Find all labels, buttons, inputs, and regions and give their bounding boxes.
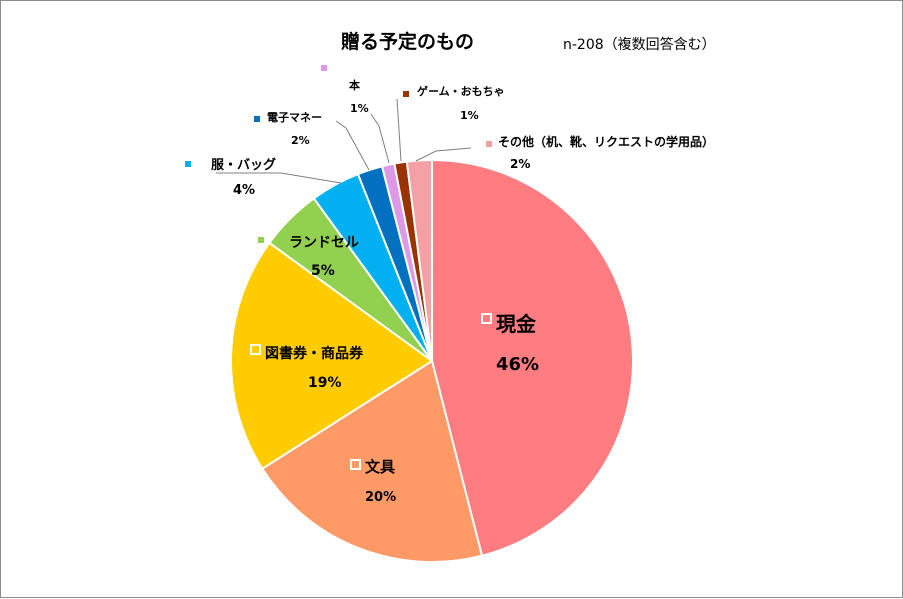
slice-1-marker (481, 313, 492, 324)
slice-9-leader-line (415, 147, 472, 162)
slice-8-name-label: ゲーム・おもちゃ (417, 84, 505, 98)
slice-1-wedge (431, 158, 635, 557)
sample-note: n-208（複数回答含む） (563, 36, 716, 53)
slice-5-leader-line (216, 172, 342, 184)
slice-9-percent-label: 2% (510, 157, 530, 171)
slice-9-wedge (405, 158, 433, 362)
slice-3-percent-label: 19% (308, 375, 342, 391)
slice-5-name-label: 服・バッグ (211, 157, 276, 173)
slice-6-name-label: 電子マネー (267, 111, 322, 124)
slice-4-percent-label: 5% (311, 263, 335, 279)
slice-6-percent-label: 2% (291, 134, 310, 147)
slice-3-name-label: 図書券・商品券 (265, 345, 364, 362)
slice-4-marker (258, 237, 264, 243)
slice-9-marker (486, 141, 492, 147)
slice-8-leader-line (396, 98, 402, 162)
slice-9-name-label: その他（机、靴、リクエストの学用品） (498, 134, 714, 149)
slice-7-name-label: 本 (349, 78, 360, 92)
chart-title: 贈る予定のもの (341, 30, 474, 53)
leader-lines (216, 98, 472, 184)
slice-1-percent-label: 46% (496, 354, 539, 375)
slice-3-wedge (230, 241, 434, 471)
slice-2-name-label: 文具 (365, 458, 395, 476)
slice-7-percent-label: 1% (350, 102, 369, 115)
slice-3-marker (250, 344, 261, 355)
slice-1-name-label: 現金 (496, 312, 537, 336)
slice-5-percent-label: 4% (233, 183, 255, 198)
slice-4-name-label: ランドセル (289, 235, 359, 251)
slice-8-percent-label: 1% (460, 109, 479, 122)
slice-7-marker (321, 65, 327, 71)
slice-2-marker (350, 459, 361, 470)
slice-2-percent-label: 20% (365, 490, 396, 505)
slice-5-marker (185, 161, 191, 167)
slice-2-wedge (260, 359, 484, 563)
slice-6-leader-line (335, 120, 370, 171)
slice-7-leader-line (370, 113, 390, 164)
pie-slices (230, 158, 635, 563)
slice-labels: 現金 46% 文具 20% 図書券・商品券 19% ランドセル 5% 服・バッグ 4% 電子マネー 2… (185, 65, 714, 505)
slice-8-marker (403, 91, 409, 97)
slice-6-marker (254, 116, 260, 122)
